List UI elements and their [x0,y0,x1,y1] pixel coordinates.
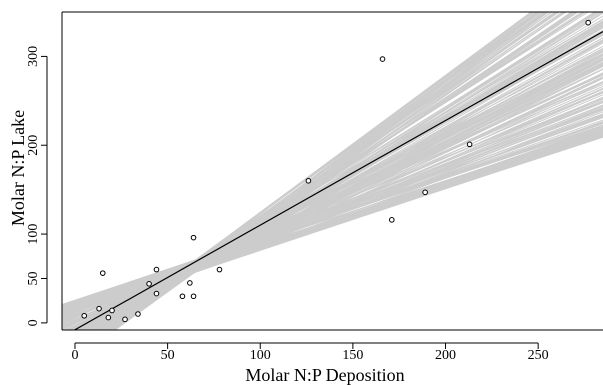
bootstrap-line [91,12,585,330]
data-point [153,266,160,273]
data-point [153,290,160,297]
x-axis-title: Molar N:P Deposition [245,365,404,385]
bootstrap-line [62,117,603,311]
data-point [179,293,186,300]
bootstrap-line [62,113,603,313]
bootstrap-line [107,12,548,330]
data-point [105,314,112,321]
bootstrap-line [106,12,566,330]
bootstrap-line [82,27,603,330]
data-point [466,141,473,148]
x-axis-ticks: 0 50 100 150 200 250 [71,343,549,363]
bootstrap-line [62,129,603,312]
x-tick-label: 150 [342,348,363,363]
data-point [388,217,395,223]
bootstrap-line [62,85,603,324]
bootstrap-line [62,64,603,330]
y-tick-label: 200 [26,135,41,156]
data-point [81,312,88,319]
fit-line-group [73,31,603,330]
bootstrap-line [62,74,603,325]
bootstrap-line [103,12,534,330]
data-point [190,234,197,241]
data-point [135,311,141,317]
data-point [422,189,428,196]
y-tick-label: 300 [26,46,41,67]
data-point [99,270,106,276]
x-tick-label: 0 [71,348,78,363]
x-tick-label: 200 [435,348,456,363]
y-tick-label: 0 [26,319,41,326]
x-tick-label: 250 [528,348,549,363]
data-point [146,281,152,287]
data-point [122,316,128,323]
data-point [187,280,193,286]
data-point [109,307,115,314]
bootstrap-line [104,12,540,330]
data-point [585,19,591,26]
y-axis-ticks: 0 50 100 200 300 [26,46,47,326]
data-point [96,305,102,312]
x-tick-label: 100 [250,348,271,363]
bootstrap-band [62,12,603,330]
bootstrap-line [94,27,603,330]
bootstrap-line [64,62,603,330]
data-point [379,56,386,62]
bootstrap-line [62,53,603,330]
bootstrap-line [62,129,603,307]
regression-line [73,31,603,330]
x-tick-label: 50 [161,348,175,363]
y-tick-label: 50 [26,271,41,285]
data-points [81,19,591,323]
bootstrap-line [90,18,603,330]
y-tick-label: 100 [26,224,41,245]
bootstrap-line [62,98,603,323]
y-axis-title: Molar N:P Lake [8,110,28,226]
data-point [190,293,197,300]
data-point [216,266,223,273]
data-point [305,177,312,184]
